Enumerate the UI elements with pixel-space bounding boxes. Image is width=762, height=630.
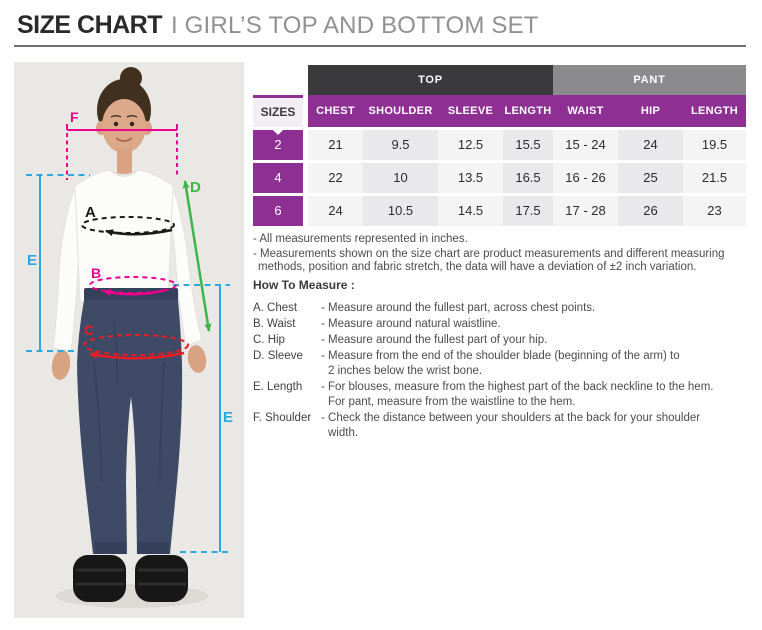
table-cell-top-length: 15.5 — [503, 130, 553, 160]
header-divider — [14, 45, 746, 47]
column-header-row: SIZES CHEST SHOULDER SLEEVE LENGTH WAIST… — [253, 95, 746, 127]
table-cell-shoulder: 10.5 — [363, 196, 438, 226]
table-cell-hip: 24 — [618, 130, 683, 160]
group-header-pant: PANT — [553, 65, 746, 95]
how-to-desc-sleeve: - Measure from the end of the shoulder b… — [321, 350, 680, 377]
annotation-label-sleeve: D — [190, 179, 201, 196]
table-cell-shoulder: 10 — [363, 163, 438, 193]
how-to-desc-waist: - Measure around natural waistline. — [321, 318, 501, 330]
annotation-label-hip: C — [84, 322, 95, 338]
table-cell-chest: 21 — [308, 130, 363, 160]
sleeve-measure-arrow — [182, 180, 212, 332]
table-cell-waist: 17 - 28 — [553, 196, 618, 226]
how-to-desc-length: - For blouses, measure from the highest … — [321, 381, 714, 408]
table-cell-pant-length: 23 — [683, 196, 746, 226]
size-chart-table: TOP PANT SIZES CHEST SHOULDER SLEEVE LEN… — [253, 65, 746, 226]
column-header-top-length: LENGTH — [503, 95, 553, 127]
table-cell-hip: 26 — [618, 196, 683, 226]
table-cell-waist: 16 - 26 — [553, 163, 618, 193]
how-to-measure-section: How To Measure : A. Chest - Measure arou… — [253, 278, 758, 441]
table-row-size-4: 4 22 10 13.5 16.5 16 - 26 25 21.5 — [253, 163, 746, 193]
how-to-measure-list: A. Chest - Measure around the fullest pa… — [253, 301, 758, 441]
measurement-notes: - All measurements represented in inches… — [253, 233, 758, 276]
note-inches: - All measurements represented in inches… — [253, 233, 468, 245]
table-cell-shoulder: 9.5 — [363, 130, 438, 160]
table-cell-sleeve: 14.5 — [438, 196, 503, 226]
column-header-sizes: SIZES — [253, 95, 303, 127]
annotation-label-top-length: E — [27, 252, 38, 269]
table-cell-hip: 25 — [618, 163, 683, 193]
group-header-top: TOP — [308, 65, 553, 95]
girl-figure — [51, 67, 208, 608]
table-row-size-2: 2 21 9.5 12.5 15.5 15 - 24 24 19.5 — [253, 130, 746, 160]
table-row-size-6: 6 24 10.5 14.5 17.5 17 - 28 26 23 — [253, 196, 746, 226]
waist-measure-ellipse — [89, 276, 177, 296]
column-header-pant-length: LENGTH — [683, 95, 746, 127]
size-cell: 2 — [253, 130, 303, 160]
page-subtitle: GIRL’S TOP AND BOTTOM SET — [184, 12, 539, 39]
shoulder-measure-lines — [66, 124, 178, 180]
how-to-label-waist: B. Waist — [253, 318, 296, 330]
column-header-shoulder: SHOULDER — [363, 95, 438, 127]
table-cell-sleeve: 13.5 — [438, 163, 503, 193]
group-header-row: TOP PANT — [253, 65, 746, 95]
column-header-hip: HIP — [618, 95, 683, 127]
annotation-label-shoulder: F — [70, 109, 79, 125]
table-cell-top-length: 16.5 — [503, 163, 553, 193]
table-cell-pant-length: 21.5 — [683, 163, 746, 193]
column-header-chest: CHEST — [308, 95, 363, 127]
chest-measure-ellipse — [81, 216, 175, 237]
hip-measure-ellipse — [83, 334, 189, 360]
sizes-pointer-notch — [270, 127, 286, 135]
page-title: SIZE CHART — [17, 11, 163, 39]
annotation-label-pant-length: E — [223, 409, 234, 426]
size-cell: 6 — [253, 196, 303, 226]
girl-illustration — [26, 67, 230, 608]
how-to-label-length: E. Length — [253, 381, 303, 393]
table-corner-cell — [253, 65, 303, 95]
how-to-label-hip: C. Hip — [253, 334, 285, 346]
table-cell-waist: 15 - 24 — [553, 130, 618, 160]
how-to-desc-hip: - Measure around the fullest part of you… — [321, 334, 548, 346]
how-to-label-sleeve: D. Sleeve — [253, 350, 303, 362]
pant-length-measure-lines — [173, 284, 230, 553]
measurement-photo: F E A B C D E — [14, 62, 244, 618]
how-to-desc-chest: - Measure around the fullest part, acros… — [321, 302, 596, 314]
page-header: SIZE CHART I GIRL’S TOP AND BOTTOM SET — [17, 11, 747, 40]
top-length-measure-lines — [26, 174, 90, 352]
table-cell-pant-length: 19.5 — [683, 130, 746, 160]
how-to-label-chest: A. Chest — [253, 302, 298, 314]
column-header-waist: WAIST — [553, 95, 618, 127]
note-deviation: - Measurements shown on the size chart a… — [253, 247, 725, 274]
column-header-sleeve: SLEEVE — [438, 95, 503, 127]
how-to-measure-heading: How To Measure : — [253, 278, 355, 292]
annotation-label-chest: A — [85, 204, 96, 221]
table-cell-chest: 24 — [308, 196, 363, 226]
size-cell: 4 — [253, 163, 303, 193]
how-to-desc-shoulder: - Check the distance between your should… — [321, 412, 701, 439]
how-to-label-shoulder: F. Shoulder — [253, 412, 312, 424]
table-cell-sleeve: 12.5 — [438, 130, 503, 160]
table-cell-chest: 22 — [308, 163, 363, 193]
table-cell-top-length: 17.5 — [503, 196, 553, 226]
annotation-label-waist: B — [91, 265, 102, 281]
title-separator: I — [171, 12, 178, 39]
